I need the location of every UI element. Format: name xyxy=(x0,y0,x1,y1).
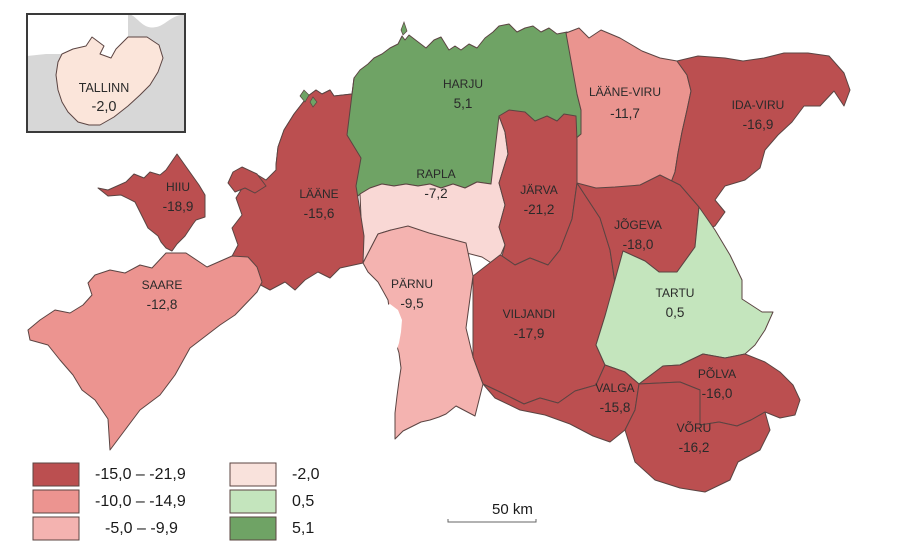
svg-text:-10,0 – -14,9: -10,0 – -14,9 xyxy=(95,493,186,510)
svg-text:LÄÄNE: LÄÄNE xyxy=(299,187,338,201)
svg-text:IDA-VIRU: IDA-VIRU xyxy=(732,98,785,112)
svg-text:-11,7: -11,7 xyxy=(610,106,640,121)
svg-text:VILJANDI: VILJANDI xyxy=(503,307,556,321)
svg-text:-15,0 – -21,9: -15,0 – -21,9 xyxy=(95,466,186,483)
svg-text:HARJU: HARJU xyxy=(443,77,483,91)
svg-text:-15,8: -15,8 xyxy=(600,400,631,415)
svg-text:0,5: 0,5 xyxy=(292,493,314,510)
svg-text:-12,8: -12,8 xyxy=(147,297,178,312)
svg-text:5,1: 5,1 xyxy=(454,96,473,111)
svg-text:VALGA: VALGA xyxy=(595,381,634,395)
svg-text:-18,9: -18,9 xyxy=(163,199,194,214)
svg-text:-16,2: -16,2 xyxy=(679,440,710,455)
svg-text:5,1: 5,1 xyxy=(292,520,314,537)
svg-text:JÄRVA: JÄRVA xyxy=(520,183,558,197)
svg-text:HIIU: HIIU xyxy=(166,180,190,194)
svg-text:-5,0 – -9,9: -5,0 – -9,9 xyxy=(105,520,178,537)
svg-text:PÕLVA: PÕLVA xyxy=(698,366,736,381)
svg-text:-18,0: -18,0 xyxy=(623,237,654,252)
svg-text:SAARE: SAARE xyxy=(142,278,183,292)
svg-text:-7,2: -7,2 xyxy=(424,186,447,201)
svg-text:-17,9: -17,9 xyxy=(514,326,545,341)
svg-text:LÄÄNE-VIRU: LÄÄNE-VIRU xyxy=(589,85,661,99)
svg-text:-2,0: -2,0 xyxy=(92,99,117,115)
svg-text:TARTU: TARTU xyxy=(656,286,695,300)
svg-text:PÄRNU: PÄRNU xyxy=(391,277,433,291)
svg-text:-2,0: -2,0 xyxy=(292,466,320,483)
svg-text:JÕGEVA: JÕGEVA xyxy=(614,217,662,232)
svg-text:0,5: 0,5 xyxy=(666,305,685,320)
svg-text:RAPLA: RAPLA xyxy=(416,167,455,181)
svg-text:-16,0: -16,0 xyxy=(702,386,733,401)
svg-text:-15,6: -15,6 xyxy=(304,206,335,221)
svg-text:-21,2: -21,2 xyxy=(524,202,555,217)
svg-text:-16,9: -16,9 xyxy=(743,117,774,132)
svg-text:50 km: 50 km xyxy=(492,501,533,518)
svg-text:VÕRU: VÕRU xyxy=(677,420,712,435)
svg-text:TALLINN: TALLINN xyxy=(79,81,129,95)
svg-text:-9,5: -9,5 xyxy=(400,296,423,311)
